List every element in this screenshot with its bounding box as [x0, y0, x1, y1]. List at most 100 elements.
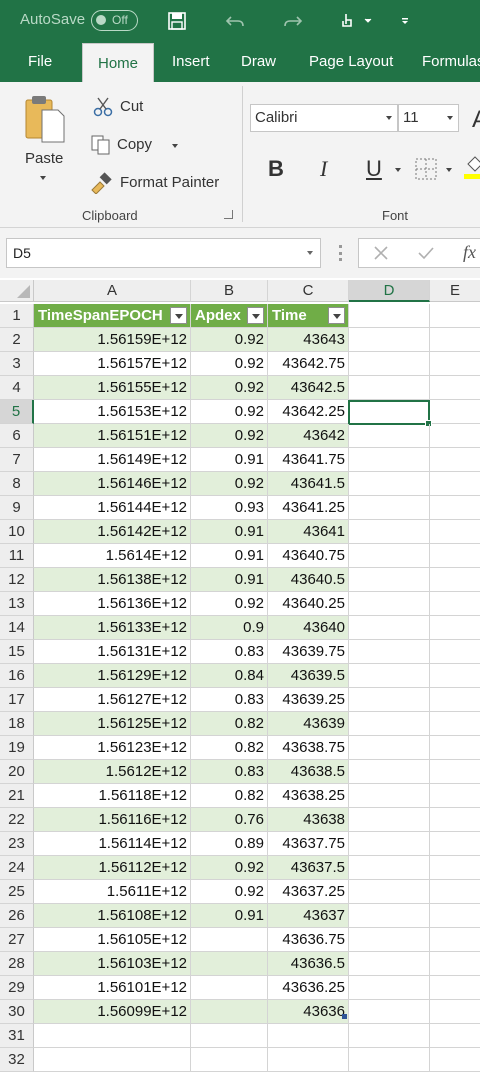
name-box[interactable]: D5 [6, 238, 321, 268]
table-cell[interactable]: 0.89 [191, 832, 268, 856]
table-cell[interactable]: 1.56112E+12 [34, 856, 191, 880]
copy-button[interactable]: Copy [90, 132, 190, 158]
empty-cell[interactable] [349, 304, 430, 328]
customize-toolbar-icon[interactable] [392, 8, 418, 34]
row-header[interactable]: 19 [0, 736, 34, 760]
table-cell[interactable]: 0.92 [191, 400, 268, 424]
table-cell[interactable]: 0.91 [191, 448, 268, 472]
row-header[interactable]: 8 [0, 472, 34, 496]
table-cell[interactable]: 43642.5 [268, 376, 349, 400]
redo-icon[interactable] [280, 8, 306, 34]
tab-insert[interactable]: Insert [172, 53, 210, 70]
table-cell[interactable]: 1.56101E+12 [34, 976, 191, 1000]
grow-font-button[interactable]: A [472, 106, 480, 134]
empty-cell[interactable] [430, 568, 480, 592]
empty-cell[interactable] [349, 544, 430, 568]
table-cell[interactable]: 0.92 [191, 856, 268, 880]
table-cell[interactable]: 43639.25 [268, 688, 349, 712]
row-header[interactable]: 4 [0, 376, 34, 400]
empty-cell[interactable] [430, 640, 480, 664]
empty-cell[interactable] [430, 976, 480, 1000]
empty-cell[interactable] [349, 688, 430, 712]
empty-cell[interactable] [430, 448, 480, 472]
table-cell[interactable]: 1.56108E+12 [34, 904, 191, 928]
table-cell[interactable]: 43638.75 [268, 736, 349, 760]
tab-home[interactable]: Home [82, 43, 155, 82]
tab-draw[interactable]: Draw [241, 53, 277, 70]
table-cell[interactable]: 43638.5 [268, 760, 349, 784]
empty-cell[interactable] [349, 832, 430, 856]
empty-cell[interactable] [349, 808, 430, 832]
empty-cell[interactable] [349, 952, 430, 976]
row-header[interactable]: 30 [0, 1000, 34, 1024]
table-resize-handle[interactable] [342, 1014, 347, 1019]
table-cell[interactable]: 1.56138E+12 [34, 568, 191, 592]
table-cell[interactable]: 43639.5 [268, 664, 349, 688]
row-header[interactable]: 3 [0, 352, 34, 376]
table-cell[interactable]: 43637.5 [268, 856, 349, 880]
table-cell[interactable]: 43640 [268, 616, 349, 640]
table-cell[interactable]: 1.56131E+12 [34, 640, 191, 664]
filter-dropdown-button[interactable] [328, 307, 345, 324]
table-cell[interactable]: 43636.25 [268, 976, 349, 1000]
empty-cell[interactable] [349, 760, 430, 784]
font-size-select[interactable]: 11 [398, 104, 459, 132]
empty-cell[interactable] [349, 784, 430, 808]
select-all-button[interactable] [0, 280, 34, 302]
enter-icon[interactable] [417, 245, 435, 261]
empty-cell[interactable] [349, 352, 430, 376]
table-cell[interactable]: 43639 [268, 712, 349, 736]
empty-cell[interactable] [430, 352, 480, 376]
table-cell[interactable]: 1.56153E+12 [34, 400, 191, 424]
table-cell[interactable] [191, 928, 268, 952]
empty-cell[interactable] [349, 640, 430, 664]
empty-cell[interactable] [430, 376, 480, 400]
row-header[interactable]: 2 [0, 328, 34, 352]
table-cell[interactable]: 1.56133E+12 [34, 616, 191, 640]
table-cell[interactable]: 0.83 [191, 760, 268, 784]
table-cell[interactable]: 0.92 [191, 880, 268, 904]
table-header-cell[interactable]: TimeSpanEPOCH [34, 304, 191, 328]
table-cell[interactable]: 0.91 [191, 520, 268, 544]
empty-cell[interactable] [349, 664, 430, 688]
empty-cell[interactable] [430, 304, 480, 328]
table-cell[interactable]: 43641.25 [268, 496, 349, 520]
filter-dropdown-button[interactable] [170, 307, 187, 324]
tab-file[interactable]: File [28, 53, 53, 70]
cut-button[interactable]: Cut [90, 94, 160, 120]
undo-icon[interactable] [222, 8, 248, 34]
table-cell[interactable]: 0.92 [191, 352, 268, 376]
table-cell[interactable]: 1.56123E+12 [34, 736, 191, 760]
table-cell[interactable]: 1.56105E+12 [34, 928, 191, 952]
empty-cell[interactable] [430, 784, 480, 808]
empty-cell[interactable] [349, 448, 430, 472]
empty-cell[interactable] [349, 592, 430, 616]
table-cell[interactable]: 0.83 [191, 640, 268, 664]
table-cell[interactable]: 0.82 [191, 736, 268, 760]
empty-cell[interactable] [430, 712, 480, 736]
table-cell[interactable]: 43640.5 [268, 568, 349, 592]
table-cell[interactable]: 43641.5 [268, 472, 349, 496]
table-header-cell[interactable]: Apdex [191, 304, 268, 328]
empty-cell[interactable] [349, 736, 430, 760]
table-cell[interactable]: 1.56103E+12 [34, 952, 191, 976]
table-cell[interactable]: 0.92 [191, 472, 268, 496]
row-header[interactable]: 6 [0, 424, 34, 448]
empty-cell[interactable] [430, 688, 480, 712]
table-cell[interactable]: 1.56099E+12 [34, 1000, 191, 1024]
table-cell[interactable]: 43636.75 [268, 928, 349, 952]
column-header-b[interactable]: B [191, 280, 268, 302]
empty-cell[interactable] [430, 472, 480, 496]
table-cell[interactable]: 1.56136E+12 [34, 592, 191, 616]
table-cell[interactable]: 0.93 [191, 496, 268, 520]
empty-cell[interactable] [430, 520, 480, 544]
active-cell-indicator[interactable] [348, 400, 432, 427]
column-header-c[interactable]: C [268, 280, 349, 302]
table-cell[interactable]: 0.91 [191, 904, 268, 928]
empty-cell[interactable] [349, 1000, 430, 1024]
row-header[interactable]: 22 [0, 808, 34, 832]
table-cell[interactable]: 0.91 [191, 568, 268, 592]
row-header[interactable]: 16 [0, 664, 34, 688]
empty-cell[interactable] [349, 472, 430, 496]
table-cell[interactable]: 1.56125E+12 [34, 712, 191, 736]
